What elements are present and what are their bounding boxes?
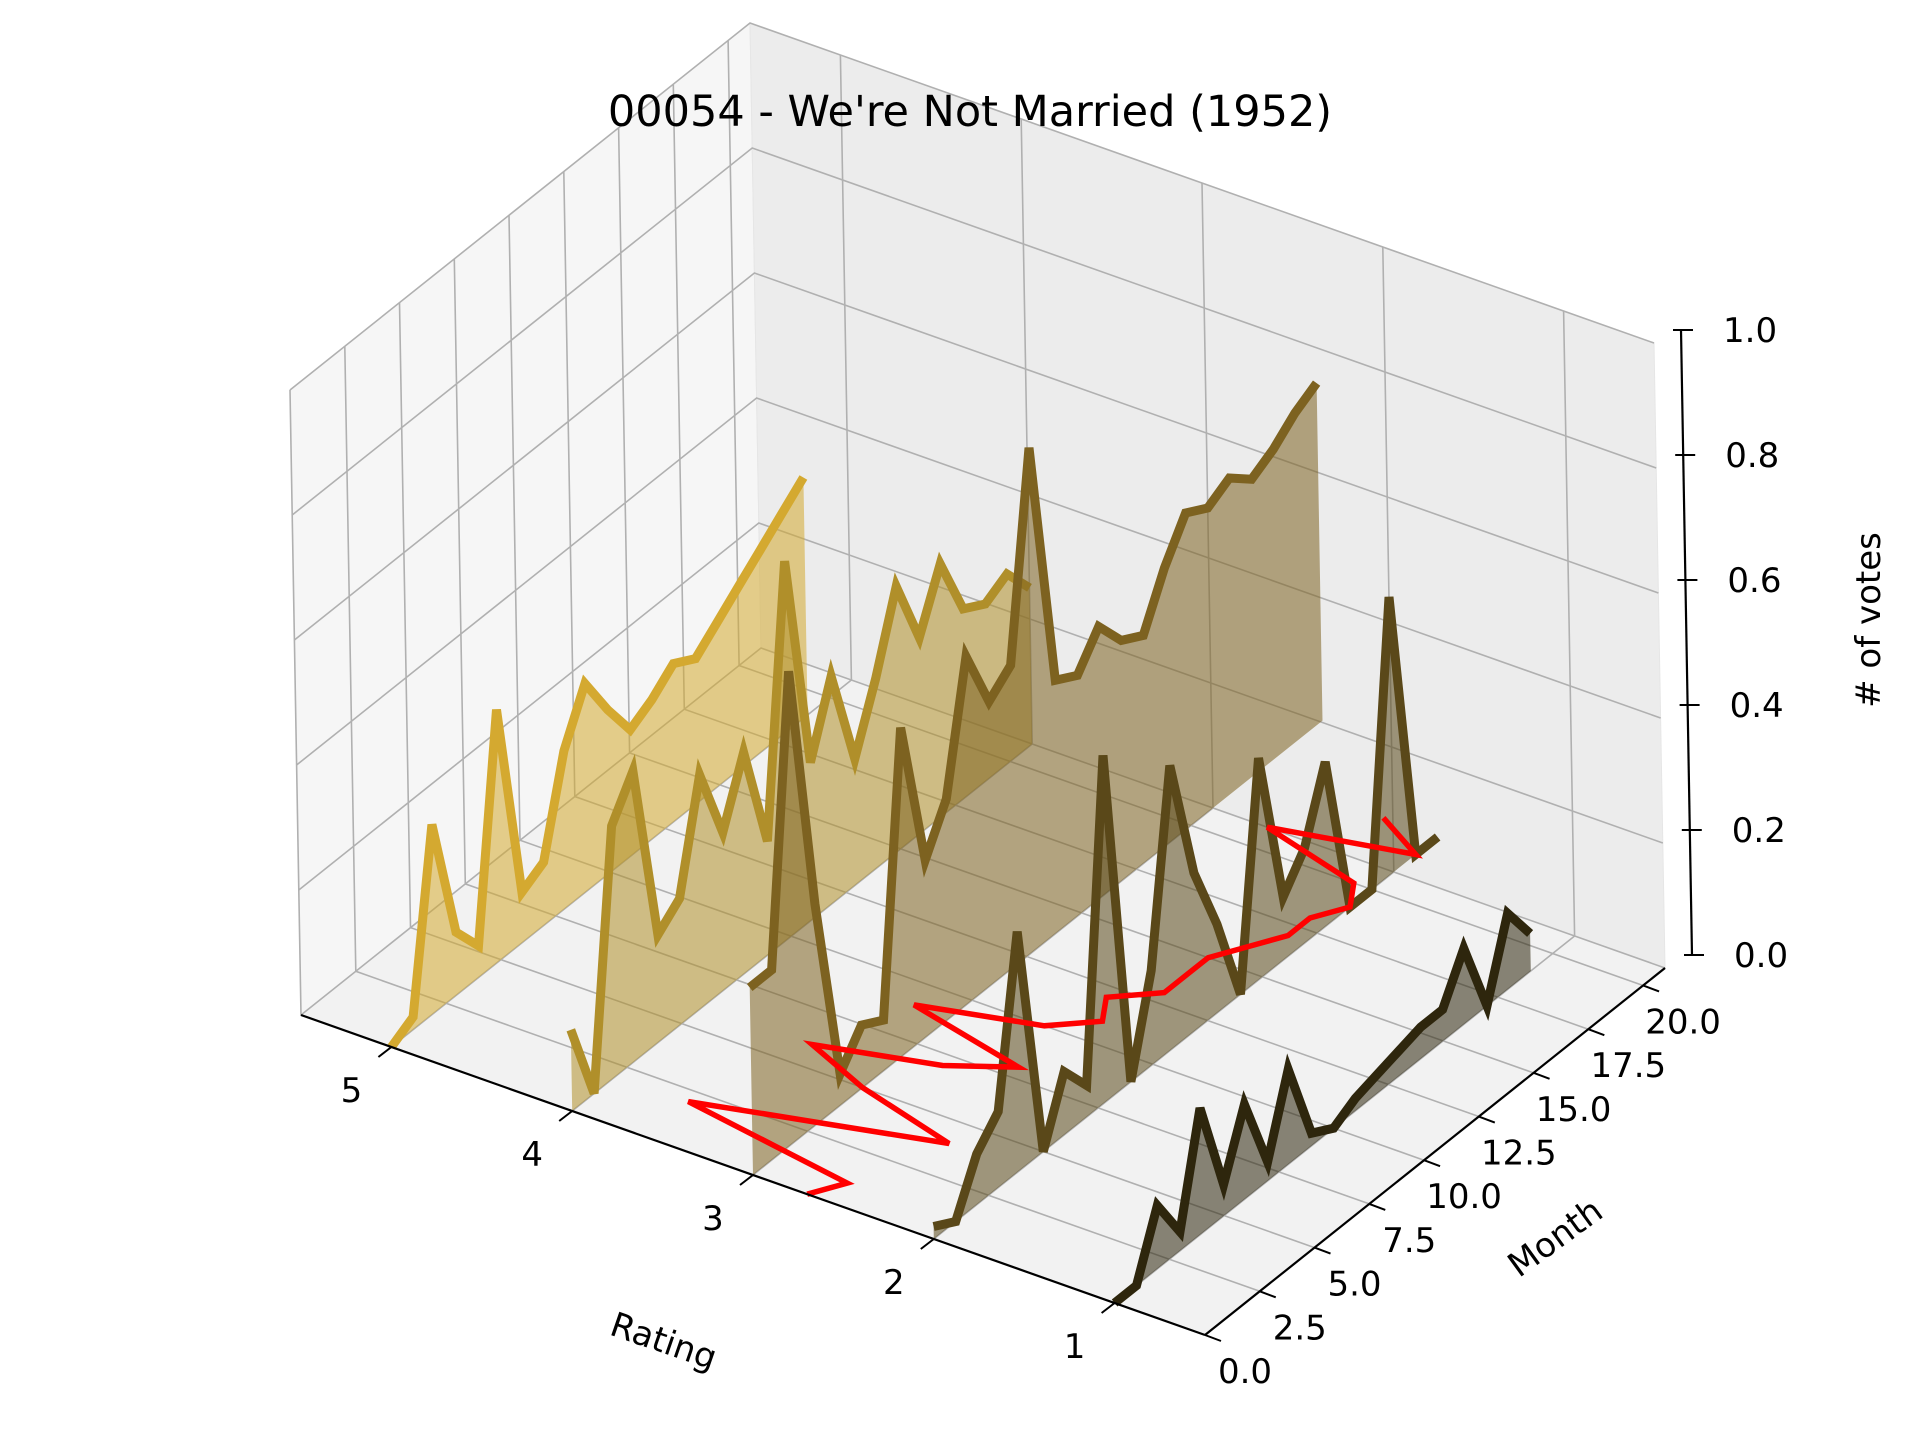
y-tick-mark <box>1368 1202 1386 1211</box>
x-tick-mark <box>377 1046 393 1058</box>
y-tick-mark <box>1478 1115 1496 1124</box>
series-fill-2 <box>933 597 1438 1239</box>
series-line-5 <box>387 475 808 1050</box>
x-tick-mark <box>920 1238 935 1250</box>
z-tick-label: 0.2 <box>1732 811 1786 851</box>
x-tick-label: 2 <box>883 1263 905 1303</box>
grid-line-votes <box>296 397 1661 766</box>
y-tick-label: 2.5 <box>1273 1308 1327 1348</box>
z-tick-label: 0.6 <box>1727 561 1781 601</box>
y-tick-mark <box>1587 1028 1605 1037</box>
y-tick-label: 15.0 <box>1536 1090 1612 1130</box>
z-tick-label: 1.0 <box>1723 311 1777 351</box>
grid-line-votes <box>291 147 1657 516</box>
x-tick-label: 5 <box>341 1071 363 1111</box>
y-tick-label: 5.0 <box>1327 1265 1381 1305</box>
y-tick-label: 17.5 <box>1590 1046 1666 1086</box>
y-tick-label: 10.0 <box>1426 1177 1502 1217</box>
z-axis-line <box>1679 329 1694 956</box>
x-tick-mark <box>1100 1302 1116 1314</box>
y-tick-mark <box>1533 1071 1550 1080</box>
y-tick-mark <box>1259 1290 1277 1299</box>
series-layer <box>387 380 1534 1307</box>
mean-rating-line <box>687 815 1424 1197</box>
grid-line-votes <box>289 22 1655 391</box>
z-axis-label: # of votes <box>1849 532 1889 708</box>
tick-labels: 543210.02.55.07.510.012.515.017.520.00.0… <box>341 311 1788 1392</box>
x-tick-label: 1 <box>1064 1327 1086 1367</box>
series-fill-3 <box>749 383 1323 1176</box>
x-tick-mark <box>558 1110 573 1122</box>
series-fill-5 <box>391 477 808 1047</box>
y-tick-mark <box>1642 984 1660 993</box>
y-tick-label: 0.0 <box>1218 1352 1272 1392</box>
series-rating-3 <box>746 380 1323 1176</box>
series-line-4 <box>566 551 1032 1096</box>
series-rating-5 <box>387 475 808 1050</box>
series-rating-2 <box>932 596 1441 1239</box>
y-tick-label: 12.5 <box>1481 1134 1557 1174</box>
x-tick-label: 4 <box>521 1135 543 1175</box>
x-tick-label: 3 <box>702 1199 724 1239</box>
series-fill-1 <box>1114 913 1531 1303</box>
chart-title: 00054 - We're Not Married (1952) <box>608 87 1332 137</box>
x-tick-mark <box>739 1174 754 1186</box>
z-tick-label: 0.4 <box>1730 686 1784 726</box>
grid-line-votes <box>298 522 1664 891</box>
series-line-3 <box>746 380 1321 1090</box>
series-line-1 <box>1111 904 1534 1307</box>
y-tick-mark <box>1204 1334 1222 1342</box>
grid-line-votes <box>293 272 1659 641</box>
y-tick-label: 20.0 <box>1645 1002 1721 1042</box>
y-tick-mark <box>1314 1246 1331 1255</box>
z-tick-label: 0.0 <box>1734 936 1788 976</box>
z-tick-label: 0.8 <box>1725 436 1779 476</box>
series-rating-1 <box>1111 904 1534 1307</box>
y-tick-label: 7.5 <box>1382 1221 1436 1261</box>
series-line-2 <box>932 596 1441 1231</box>
y-tick-mark <box>1423 1159 1441 1168</box>
